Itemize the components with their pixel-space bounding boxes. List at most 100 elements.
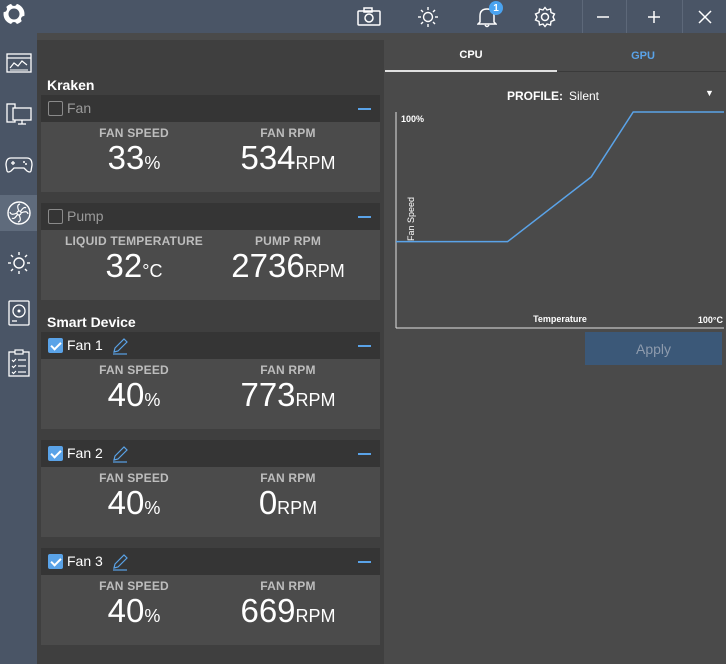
fan-curve-panel: CPU GPU PROFILE: Silent ▼ 100% 100°C Temp… xyxy=(385,40,726,664)
sidebar-item-lighting[interactable] xyxy=(0,245,37,281)
collapse-button[interactable] xyxy=(358,561,371,563)
clipboard-icon xyxy=(7,349,30,377)
card-header: Fan 1 xyxy=(41,332,380,359)
toolbar-divider xyxy=(626,0,627,33)
value-number: 40 xyxy=(107,592,145,629)
device-name: Fan 2 xyxy=(67,445,103,461)
y-max-label: 100% xyxy=(401,114,424,124)
fan-curve-chart[interactable]: 100% 100°C Temperature Fan Speed xyxy=(395,111,725,331)
metric-value: 669RPM xyxy=(213,593,363,634)
edit-icon[interactable] xyxy=(111,553,129,571)
metric-value: 773RPM xyxy=(213,377,363,418)
sidebar-item-gaming[interactable] xyxy=(0,146,37,182)
card-header: Fan 3 xyxy=(41,548,380,575)
value-unit: RPM xyxy=(295,606,336,626)
metric-value: 534RPM xyxy=(213,140,363,181)
lighting-icon xyxy=(7,252,30,274)
fan-rpm-metric: FAN RPM 534RPM xyxy=(213,126,363,181)
notification-button[interactable]: 1 xyxy=(470,0,504,33)
toolbar-divider xyxy=(582,0,583,33)
bell-icon xyxy=(477,7,497,27)
metric-value: 40% xyxy=(59,593,209,634)
pump-rpm-metric: PUMP RPM 2736RPM xyxy=(213,234,363,289)
value-number: 534 xyxy=(240,139,296,176)
metric-label: FAN SPEED xyxy=(99,126,169,140)
value-number: 773 xyxy=(240,376,296,413)
section-title-kraken: Kraken xyxy=(47,77,95,93)
maximize-button[interactable] xyxy=(637,0,671,33)
minimize-button[interactable] xyxy=(586,0,620,33)
profile-select[interactable]: PROFILE: Silent xyxy=(507,89,599,103)
value-number: 33 xyxy=(107,139,145,176)
fan-rpm-metric: FAN RPM 0RPM xyxy=(213,471,363,526)
apply-button[interactable]: Apply xyxy=(585,332,722,365)
profile-value: Silent xyxy=(569,89,600,103)
title-bar: 1 xyxy=(0,0,726,33)
card-header: Fan 2 xyxy=(41,440,380,467)
value-unit: % xyxy=(144,498,161,518)
fan-icon xyxy=(6,201,31,225)
section-title-smart-device: Smart Device xyxy=(47,314,136,330)
app-logo xyxy=(0,0,33,33)
device-name: Fan 1 xyxy=(67,337,103,353)
metric-label: FAN SPEED xyxy=(99,363,169,377)
value-number: 40 xyxy=(107,484,145,521)
dashboard-icon xyxy=(5,53,32,73)
fan-checkbox[interactable] xyxy=(48,101,63,116)
tab-cpu[interactable]: CPU xyxy=(385,40,557,72)
value-unit: RPM xyxy=(277,498,318,518)
fan-3-checkbox[interactable] xyxy=(48,554,63,569)
pump-checkbox[interactable] xyxy=(48,209,63,224)
sidebar xyxy=(0,33,37,664)
value-unit: % xyxy=(144,153,161,173)
metric-label: FAN SPEED xyxy=(99,471,169,485)
fan-rpm-metric: FAN RPM 773RPM xyxy=(213,363,363,418)
card-header: Pump xyxy=(41,203,380,230)
edit-icon[interactable] xyxy=(111,337,129,355)
value-unit: RPM xyxy=(295,390,336,410)
collapse-button[interactable] xyxy=(358,216,371,218)
device-panel: Kraken Fan FAN SPEED 33% FAN RPM 534RPM … xyxy=(37,40,384,664)
value-number: 32 xyxy=(105,247,143,284)
x-max-label: 100°C xyxy=(698,315,724,325)
brightness-icon[interactable] xyxy=(411,0,445,33)
sidebar-item-storage[interactable] xyxy=(0,295,37,331)
metric-label: FAN SPEED xyxy=(99,579,169,593)
close-button[interactable] xyxy=(688,0,722,33)
notification-badge: 1 xyxy=(489,1,503,15)
card-body: LIQUID TEMPERATURE 32°C PUMP RPM 2736RPM xyxy=(41,230,380,300)
dropdown-arrow-icon[interactable]: ▼ xyxy=(705,88,714,98)
camera-icon[interactable] xyxy=(352,0,386,33)
collapse-button[interactable] xyxy=(358,453,371,455)
profile-label: PROFILE: xyxy=(507,89,563,103)
gamepad-icon xyxy=(4,157,33,173)
liquid-temperature-metric: LIQUID TEMPERATURE 32°C xyxy=(59,234,209,289)
value-number: 669 xyxy=(240,592,296,629)
edit-icon[interactable] xyxy=(111,445,129,463)
settings-icon[interactable] xyxy=(528,0,562,33)
y-axis-label: Fan Speed xyxy=(406,197,416,241)
metric-value: 33% xyxy=(59,140,209,181)
fan-2-checkbox[interactable] xyxy=(48,446,63,461)
sidebar-item-dashboard[interactable] xyxy=(0,45,37,81)
metric-value: 40% xyxy=(59,485,209,526)
device-name: Pump xyxy=(67,208,104,224)
collapse-button[interactable] xyxy=(358,108,371,110)
metric-value: 2736RPM xyxy=(213,248,363,289)
collapse-button[interactable] xyxy=(358,345,371,347)
card-body: FAN SPEED 40% FAN RPM 773RPM xyxy=(41,359,380,429)
storage-icon xyxy=(7,300,30,326)
value-unit: RPM xyxy=(304,261,345,281)
sidebar-item-logs[interactable] xyxy=(0,345,37,381)
tab-gpu[interactable]: GPU xyxy=(557,40,726,72)
pc-icon xyxy=(5,103,32,125)
metric-label: FAN RPM xyxy=(260,471,316,485)
fan-curve-line xyxy=(396,111,724,243)
fan-1-checkbox[interactable] xyxy=(48,338,63,353)
metric-label: PUMP RPM xyxy=(254,234,322,248)
sidebar-item-cooling[interactable] xyxy=(0,195,37,231)
card-header: Fan xyxy=(41,95,380,122)
device-name: Fan 3 xyxy=(67,553,103,569)
sidebar-item-pc[interactable] xyxy=(0,96,37,132)
device-name: Fan xyxy=(67,100,92,116)
